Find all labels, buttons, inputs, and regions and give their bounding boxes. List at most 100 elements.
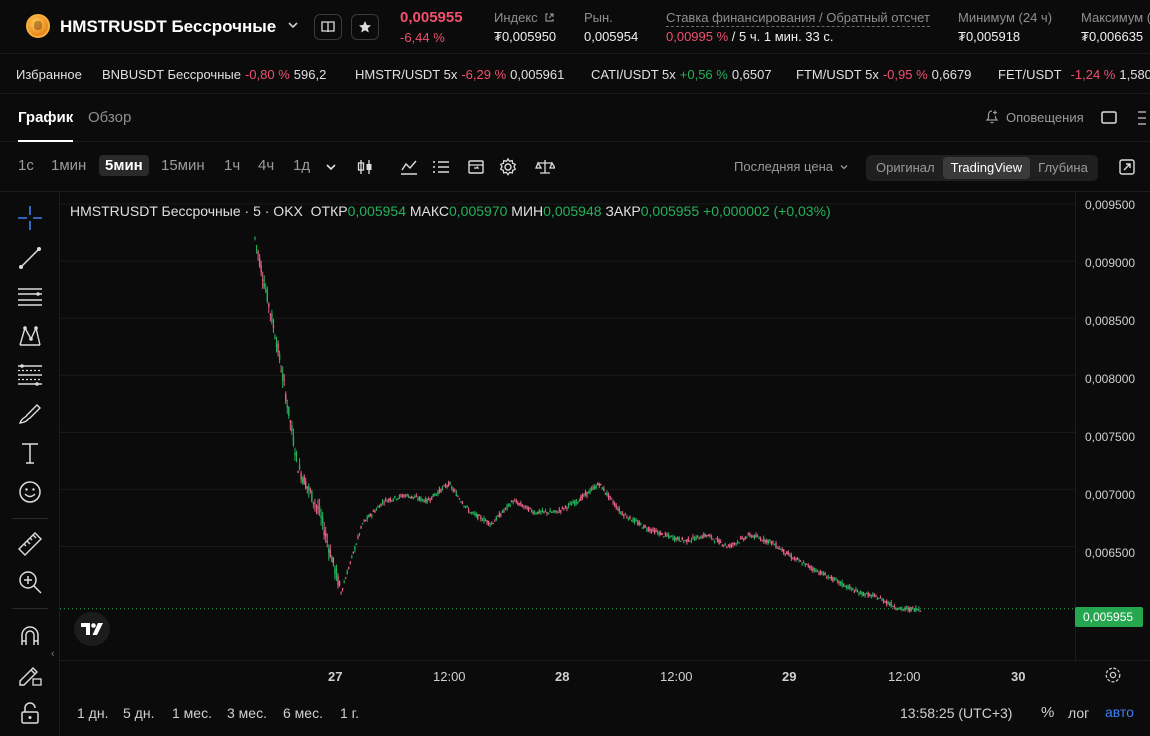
range-1y[interactable]: 1 г. bbox=[340, 705, 359, 721]
fullscreen-icon[interactable] bbox=[1118, 158, 1136, 176]
candle-body bbox=[317, 506, 319, 510]
more-menu-icon[interactable] bbox=[1136, 110, 1146, 126]
candle-body bbox=[506, 505, 508, 509]
pattern-icon[interactable] bbox=[16, 322, 44, 350]
candle-body bbox=[592, 487, 594, 489]
candle-body bbox=[360, 526, 362, 529]
favorite-item[interactable]: HMSTR/USDT 5x -6,29 % 0,005961 bbox=[355, 67, 565, 82]
candle-body bbox=[878, 598, 880, 600]
list-icon[interactable] bbox=[431, 157, 451, 177]
replay-icon[interactable] bbox=[466, 157, 486, 177]
chevron-down-icon[interactable] bbox=[286, 18, 300, 32]
candle-body bbox=[861, 592, 863, 595]
candle-body bbox=[573, 502, 576, 505]
log-scale-toggle[interactable]: лог bbox=[1068, 705, 1090, 721]
candle-body bbox=[898, 607, 900, 610]
candle-body bbox=[684, 540, 687, 542]
view-depth[interactable]: Глубина bbox=[1038, 160, 1088, 175]
interval-1m[interactable]: 1мин bbox=[51, 157, 87, 174]
candle-body bbox=[501, 510, 504, 513]
candle-body bbox=[444, 485, 447, 488]
panel-layout-icon[interactable] bbox=[1101, 111, 1117, 124]
interval-5m[interactable]: 5мин bbox=[99, 155, 149, 176]
candle-body bbox=[348, 567, 350, 569]
favorite-item[interactable]: FTM/USDT 5x -0,95 % 0,6679 bbox=[796, 67, 972, 82]
star-icon[interactable] bbox=[351, 14, 379, 40]
range-1d[interactable]: 1 дн. bbox=[77, 705, 109, 721]
candle-body bbox=[527, 507, 530, 512]
tab-overview[interactable]: Обзор bbox=[88, 109, 132, 126]
auto-scale-toggle[interactable]: авто bbox=[1105, 704, 1134, 720]
candle-body bbox=[796, 558, 799, 560]
interval-4h[interactable]: 4ч bbox=[258, 157, 275, 174]
time-axis[interactable]: 27 12:00 28 12:00 29 12:00 30 bbox=[60, 660, 1150, 692]
trend-line-icon[interactable] bbox=[16, 244, 44, 272]
ruler-icon[interactable] bbox=[16, 530, 44, 558]
text-tool-icon[interactable] bbox=[16, 439, 44, 467]
favorite-item[interactable]: BNBUSDT Бессрочные -0,80 % 596,2 bbox=[102, 67, 327, 82]
candle-body bbox=[736, 541, 739, 543]
candle-body bbox=[644, 526, 647, 528]
candle-body bbox=[486, 520, 488, 523]
horizontal-lines-icon[interactable] bbox=[16, 283, 44, 311]
balance-scale-icon[interactable] bbox=[535, 157, 555, 177]
lock-icon[interactable] bbox=[16, 699, 44, 727]
candle-body bbox=[867, 593, 869, 598]
candle-body bbox=[623, 514, 625, 517]
book-icon[interactable] bbox=[314, 14, 342, 40]
index-price-stat[interactable]: Индекс ₮0,005950 bbox=[494, 10, 556, 44]
collapse-toolbar-icon[interactable]: ‹ bbox=[51, 648, 55, 660]
clock-timezone[interactable]: 13:58:25 (UTC+3) bbox=[900, 705, 1013, 721]
smiley-icon[interactable] bbox=[16, 478, 44, 506]
candle-body bbox=[859, 590, 862, 595]
price-chart[interactable] bbox=[60, 192, 1075, 660]
range-1m[interactable]: 1 мес. bbox=[172, 705, 212, 721]
candle-body bbox=[600, 483, 602, 485]
range-3m[interactable]: 3 мес. bbox=[227, 705, 267, 721]
chevron-down-icon[interactable] bbox=[321, 157, 341, 177]
indicators-icon[interactable] bbox=[399, 157, 419, 177]
view-tradingview[interactable]: TradingView bbox=[942, 157, 1031, 179]
lock-drawing-icon[interactable] bbox=[16, 660, 44, 688]
candle-body bbox=[850, 587, 853, 589]
legend-open-label: ОТКР bbox=[310, 203, 348, 219]
candle-body bbox=[707, 534, 710, 537]
percent-scale-toggle[interactable]: % bbox=[1041, 704, 1055, 721]
range-6m[interactable]: 6 мес. bbox=[283, 705, 323, 721]
candle-body bbox=[806, 563, 808, 565]
interval-1h[interactable]: 1ч bbox=[224, 157, 241, 174]
crosshair-icon[interactable] bbox=[16, 204, 44, 232]
favorite-item[interactable]: FET/USDT -1,24 % 1,580 bbox=[998, 67, 1150, 82]
interval-15m[interactable]: 15мин bbox=[161, 157, 205, 174]
interval-1s[interactable]: 1с bbox=[18, 157, 34, 174]
interval-1d[interactable]: 1д bbox=[293, 157, 311, 174]
candle-body bbox=[872, 594, 874, 597]
zoom-in-icon[interactable] bbox=[16, 568, 44, 596]
gear-icon[interactable] bbox=[1104, 666, 1122, 684]
fib-levels-icon[interactable] bbox=[16, 361, 44, 389]
gear-icon[interactable] bbox=[498, 157, 518, 177]
candlestick-icon[interactable] bbox=[355, 157, 375, 177]
tab-chart[interactable]: График bbox=[18, 109, 74, 142]
low-24h-value: ₮0,005918 bbox=[958, 29, 1021, 44]
brush-icon[interactable] bbox=[16, 400, 44, 428]
time-axis-label: 12:00 bbox=[433, 669, 466, 684]
view-original[interactable]: Оригинал bbox=[876, 160, 935, 175]
range-5d[interactable]: 5 дн. bbox=[123, 705, 155, 721]
candle-body bbox=[901, 607, 903, 611]
candle-body bbox=[567, 504, 570, 506]
funding-rate-stat[interactable]: Ставка финансирования / Обратный отсчет … bbox=[666, 10, 930, 44]
candle-body bbox=[781, 549, 783, 552]
price-type-select[interactable]: Последняя цена bbox=[734, 159, 849, 174]
price-axis[interactable]: 0,009500 0,009000 0,008500 0,008000 0,00… bbox=[1075, 192, 1150, 660]
candle-body bbox=[660, 532, 662, 536]
magnet-icon[interactable] bbox=[16, 622, 44, 650]
candle-body bbox=[537, 511, 539, 514]
candle-body bbox=[464, 506, 467, 508]
tradingview-logo[interactable] bbox=[74, 612, 110, 646]
view-tabs: График Обзор Оповещения bbox=[0, 94, 1150, 142]
alerts-button[interactable]: Оповещения bbox=[984, 109, 1084, 125]
candle-body bbox=[281, 373, 284, 381]
favorite-item[interactable]: CATI/USDT 5x +0,56 % 0,6507 bbox=[591, 67, 772, 82]
pair-title[interactable]: HMSTRUSDT Бессрочные bbox=[60, 17, 277, 36]
